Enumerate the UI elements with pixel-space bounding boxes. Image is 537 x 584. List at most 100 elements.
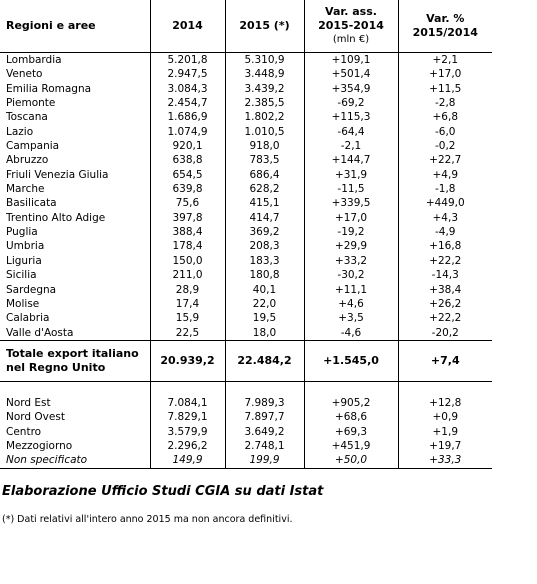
var-pct: -4,9 [397,225,492,240]
value-2015: 19,5 [224,311,304,326]
table-row: Emilia Romagna 3.084,3 3.439,2 +354,9 +11,5 [0,81,492,97]
value-2015: 208,3 [224,239,304,254]
row-name: Piemonte [6,97,56,110]
value-2014: 7.829,1 [149,410,225,425]
var-abs: +50,0 [303,453,398,469]
var-pct: -14,3 [397,268,492,283]
row-name: Sicilia [6,269,37,282]
table-row: Campania 920,1 918,0 -2,1 -0,2 [0,139,492,154]
table-row: Liguria 150,0 183,3 +33,2 +22,2 [0,253,492,269]
value-2015: 414,7 [224,210,304,226]
row-name: Friuli Venezia Giulia [6,168,109,181]
var-abs: +115,3 [303,110,398,125]
var-pct: +22,2 [397,253,492,269]
value-2015: 199,9 [224,453,304,469]
value-2015: 22,0 [224,296,304,312]
var-pct: -1,8 [397,182,492,197]
value-2015: 18,0 [224,325,304,341]
value-2015: 369,2 [224,225,304,240]
var-abs: +33,2 [303,253,398,269]
value-2015: 183,3 [224,253,304,269]
row-name: Toscana [6,111,48,124]
var-pct: +449,0 [397,196,492,211]
var-abs: +109,1 [303,52,398,68]
table-header-row: Regioni e aree 2014 2015 (*) Var. ass. 2… [0,0,492,53]
value-2015: 918,0 [224,139,304,154]
value-2014: 397,8 [149,210,225,226]
var-pct: +4,9 [397,167,492,183]
total-2015: 22.484,2 [224,339,304,382]
value-2014: 28,9 [149,282,225,297]
var-abs: -11,5 [303,182,398,197]
value-2015: 2.748,1 [224,438,304,454]
var-pct: +17,0 [397,67,492,82]
table-row: Valle d'Aosta 22,5 18,0 -4,6 -20,2 [0,325,492,341]
value-2015: 783,5 [224,153,304,168]
value-2015: 180,8 [224,268,304,283]
value-2014: 920,1 [149,139,225,154]
var-pct: +19,7 [397,438,492,454]
spacer-row [0,380,492,396]
var-pct: +33,3 [397,453,492,469]
total-var-pct: +7,4 [397,339,492,382]
var-abs: +3,5 [303,311,398,326]
value-2014: 7.084,1 [149,395,225,411]
table-row: Basilicata 75,6 415,1 +339,5 +449,0 [0,196,492,211]
var-pct: +22,7 [397,153,492,168]
table-row: Veneto 2.947,5 3.448,9 +501,4 +17,0 [0,67,492,82]
var-pct: +0,9 [397,410,492,425]
row-name: Abruzzo [6,154,49,167]
row-name: Calabria [6,312,50,325]
row-name: Basilicata [6,197,57,210]
table-row: Sicilia 211,0 180,8 -30,2 -14,3 [0,268,492,283]
value-2015: 3.439,2 [224,81,304,97]
value-2014: 22,5 [149,325,225,341]
var-pct: +38,4 [397,282,492,297]
value-2014: 17,4 [149,296,225,312]
var-abs: +31,9 [303,167,398,183]
row-name: Mezzogiorno [6,439,73,452]
var-pct: -2,8 [397,96,492,111]
value-2015: 686,4 [224,167,304,183]
var-pct: -20,2 [397,325,492,341]
value-2014: 75,6 [149,196,225,211]
var-abs: -64,4 [303,124,398,140]
table-row: Sardegna 28,9 40,1 +11,1 +38,4 [0,282,492,297]
row-name: Lazio [6,125,34,138]
row-name: Non specificato [0,453,150,469]
value-2014: 5.201,8 [149,52,225,68]
value-2014: 638,8 [149,153,225,168]
var-abs: +339,5 [303,196,398,211]
row-name: Valle d'Aosta [6,326,74,339]
var-abs: +11,1 [303,282,398,297]
value-2014: 2.296,2 [149,438,225,454]
var-pct: +4,3 [397,210,492,226]
row-name: Liguria [6,254,42,267]
total-label: Totale export italiano nel Regno Unito [0,339,150,382]
header-regions: Regioni e aree [6,19,96,32]
var-pct: +26,2 [397,296,492,312]
var-pct: +12,8 [397,395,492,411]
row-name: Marche [6,183,45,196]
value-2014: 3.084,3 [149,81,225,97]
value-2015: 5.310,9 [224,52,304,68]
table-row: Nord Est 7.084,1 7.989,3 +905,2 +12,8 [0,395,492,411]
value-2015: 1.010,5 [224,124,304,140]
row-name: Nord Est [6,396,51,409]
row-name: Sardegna [6,283,57,296]
value-2014: 388,4 [149,225,225,240]
value-2014: 178,4 [149,239,225,254]
header-2015: 2015 (*) [224,0,304,53]
var-pct: +1,9 [397,424,492,439]
var-abs: +68,6 [303,410,398,425]
value-2014: 1.686,9 [149,110,225,125]
var-abs: -30,2 [303,268,398,283]
var-pct: +16,8 [397,239,492,254]
header-var-abs: Var. ass. 2015-2014 (mln €) [303,0,398,53]
var-pct: -0,2 [397,139,492,154]
value-2014: 211,0 [149,268,225,283]
value-2015: 7.897,7 [224,410,304,425]
var-pct: +6,8 [397,110,492,125]
row-name: Molise [6,297,40,310]
var-abs: +144,7 [303,153,398,168]
